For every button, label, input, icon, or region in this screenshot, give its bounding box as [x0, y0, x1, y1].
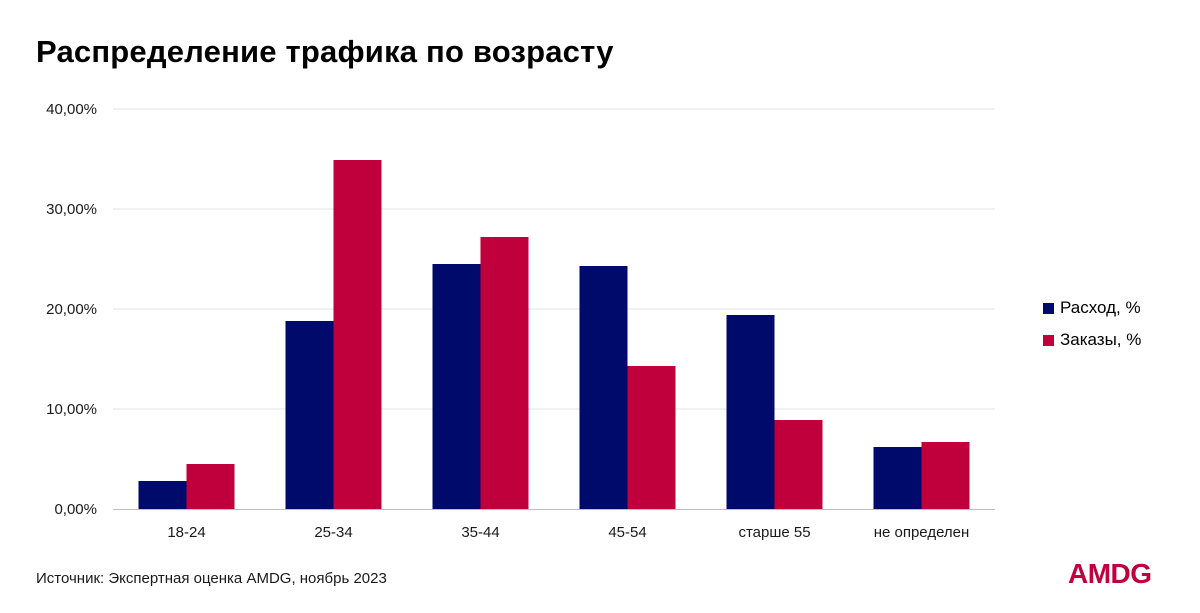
x-tick-label: не определен	[874, 524, 970, 541]
y-tick-label: 40,00%	[46, 101, 97, 118]
bar-series-2	[480, 237, 529, 509]
bar-series-2	[186, 464, 235, 509]
y-tick-label: 0,00%	[54, 501, 97, 518]
source-note: Источник: Экспертная оценка AMDG, ноябрь…	[36, 570, 387, 587]
legend-swatch-series-2	[1043, 334, 1054, 346]
bar-series-2	[774, 420, 823, 509]
legend-item-series-1: Расход, %	[1043, 292, 1141, 324]
y-tick-label: 20,00%	[46, 301, 97, 318]
bar-series-2	[921, 442, 970, 509]
bar-series-1	[138, 481, 187, 509]
legend-label-series-2: Заказы, %	[1060, 330, 1142, 349]
x-tick-label: 25-34	[314, 524, 352, 541]
x-tick-label: 18-24	[167, 524, 205, 541]
chart-title: Распределение трафика по возрасту	[36, 34, 614, 69]
bar-series-2	[627, 366, 676, 509]
legend-swatch-series-1	[1043, 302, 1054, 314]
legend-item-series-2: Заказы, %	[1043, 324, 1141, 356]
amdg-logo: AMDG	[1068, 558, 1152, 589]
legend: Расход, % Заказы, %	[1043, 292, 1141, 356]
y-tick-label: 10,00%	[46, 401, 97, 418]
x-tick-label: старше 55	[738, 524, 810, 541]
bar-series-1	[432, 264, 481, 509]
bar-series-1	[579, 266, 628, 509]
legend-label-series-1: Расход, %	[1060, 298, 1141, 317]
bar-series-2	[333, 160, 382, 509]
x-tick-label: 35-44	[461, 524, 499, 541]
y-tick-label: 30,00%	[46, 201, 97, 218]
bar-series-1	[285, 321, 334, 509]
bar-series-1	[873, 447, 922, 509]
x-tick-label: 45-54	[608, 524, 646, 541]
bar-series-1	[726, 315, 775, 509]
